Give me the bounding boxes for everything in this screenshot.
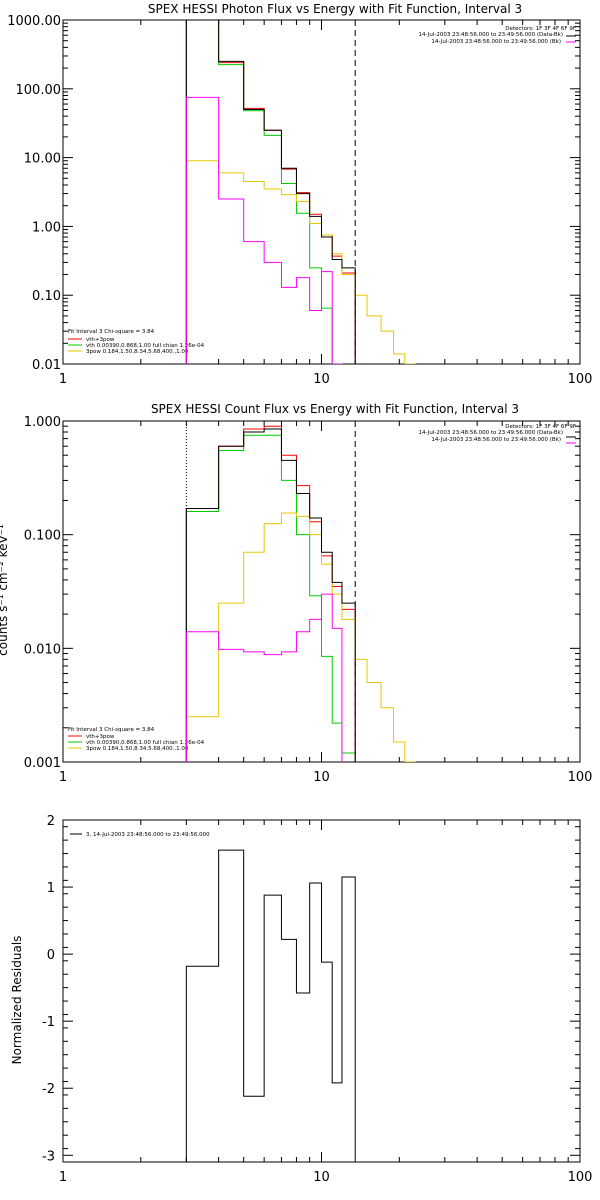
photon-info-block: Detectors: 1F 3F 4F 6F 9F 14-Jul-2003 23… xyxy=(419,26,577,45)
series-line-data-3 xyxy=(185,20,356,364)
count-flux-title: SPEX HESSI Count Flux vs Energy with Fit… xyxy=(151,402,519,416)
x-tick-label: 1 xyxy=(59,372,67,387)
count-bk-interval-text: 14-Jul-2003 23:48:56.000 to 23:49:56.000… xyxy=(431,437,561,443)
count-fit-vth-text: vth 0.00390,0.868,1.00 full chian 1.26e-… xyxy=(86,740,205,746)
photon-data-interval-text: 14-Jul-2003 23:48:56.000 to 23:49:56.000… xyxy=(419,32,564,38)
y-tick-label: -1 xyxy=(42,1015,55,1030)
series-line-data-3 xyxy=(185,428,356,762)
photon-fit-3pow-text: 3pow 0.184,1.50,8.34,5.68,400.,1.00 xyxy=(86,349,189,355)
series-line-data-4 xyxy=(185,593,343,762)
photon-flux-title: SPEX HESSI Photon Flux vs Energy with Fi… xyxy=(148,2,522,16)
series-line-vth xyxy=(185,20,343,364)
y-tick-label: -3 xyxy=(42,1149,55,1164)
photon-fit-model-text: vth+3pow xyxy=(86,337,115,343)
plot-frame xyxy=(62,420,581,763)
residuals-legend-text: 3, 14-Jul-2003 23:48:56.000 to 23:49:56.… xyxy=(86,832,210,838)
y-tick-label: -2 xyxy=(42,1082,55,1097)
photon-bk-interval-text: 14-Jul-2003 23:48:56.000 to 23:49:56.000… xyxy=(431,39,561,45)
series-line-3pow xyxy=(185,160,416,364)
photon-detectors-text: Detectors: 1F 3F 4F 6F 9F xyxy=(505,26,576,32)
photon-fit-legend: Fit Interval 3 Chi-square = 3.84 vth+3po… xyxy=(68,329,205,355)
y-tick-label: 0.010 xyxy=(24,642,61,657)
plot-frame xyxy=(62,19,581,365)
series-line-data-4 xyxy=(185,96,343,364)
x-tick-label: 1 xyxy=(59,770,67,785)
count-fit-3pow-text: 3pow 0.184,1.50,8.34,5.68,400.,1.00 xyxy=(86,746,189,752)
x-tick-label: 10 xyxy=(313,372,330,387)
residuals-ylabel: Normalized Residuals xyxy=(10,936,24,1065)
count-info-block: Detectors: 1F 3F 4F 6F 9F 14-Jul-2003 23… xyxy=(419,424,577,443)
count-flux-ylabel: counts s⁻¹ cm⁻² keV⁻¹ xyxy=(0,524,10,656)
count-fit-legend: Fit Interval 3 Chi-square = 3.84 vth+3po… xyxy=(68,727,205,752)
y-tick-label: 1.000 xyxy=(24,415,61,430)
x-tick-label: 1 xyxy=(59,1170,67,1185)
photon-fit-vth-text: vth 0.00390,0.868,1.00 full chian 1.26e-… xyxy=(86,343,205,349)
y-tick-label: 0.10 xyxy=(32,289,61,304)
photon-flux-panel: SPEX HESSI Photon Flux vs Energy with Fi… xyxy=(7,2,592,387)
y-tick-label: 0.100 xyxy=(24,529,61,544)
count-data-interval-text: 14-Jul-2003 23:48:56.000 to 23:49:56.000… xyxy=(419,430,564,436)
x-tick-label: 100 xyxy=(568,372,593,387)
series-line-vth-3pow xyxy=(185,425,356,762)
series-line-3-14-jul-2003-23-48-56-000-to-23-49-56-000 xyxy=(185,849,356,1162)
residuals-panel: Normalized Residuals 3, 14-Jul-2003 23:4… xyxy=(10,814,592,1185)
x-tick-label: 100 xyxy=(568,1170,593,1185)
y-tick-label: 1.00 xyxy=(32,220,61,235)
series-line-vth-3pow xyxy=(185,20,356,364)
series-line-vth xyxy=(185,434,356,762)
y-tick-label: 0.01 xyxy=(32,358,61,373)
y-tick-label: 0 xyxy=(47,948,55,963)
x-tick-label: 100 xyxy=(568,770,593,785)
photon-fit-interval-text: Fit Interval 3 Chi-square = 3.84 xyxy=(68,329,155,335)
x-tick-label: 10 xyxy=(313,1170,330,1185)
count-detectors-text: Detectors: 1F 3F 4F 6F 9F xyxy=(505,424,576,430)
y-tick-label: 2 xyxy=(47,814,55,829)
y-tick-label: 10.00 xyxy=(24,152,61,167)
y-tick-label: 1000.00 xyxy=(7,14,61,29)
x-tick-label: 10 xyxy=(313,770,330,785)
count-fit-interval-text: Fit Interval 3 Chi-square = 3.84 xyxy=(68,727,155,733)
y-tick-label: 100.00 xyxy=(16,83,62,98)
y-tick-label: 1 xyxy=(47,881,55,896)
plot-frame xyxy=(62,819,581,1163)
y-tick-label: 0.001 xyxy=(24,756,61,771)
count-flux-panel: SPEX HESSI Count Flux vs Energy with Fit… xyxy=(0,402,593,785)
series-line-3pow xyxy=(185,512,416,762)
count-fit-model-text: vth+3pow xyxy=(86,734,115,740)
